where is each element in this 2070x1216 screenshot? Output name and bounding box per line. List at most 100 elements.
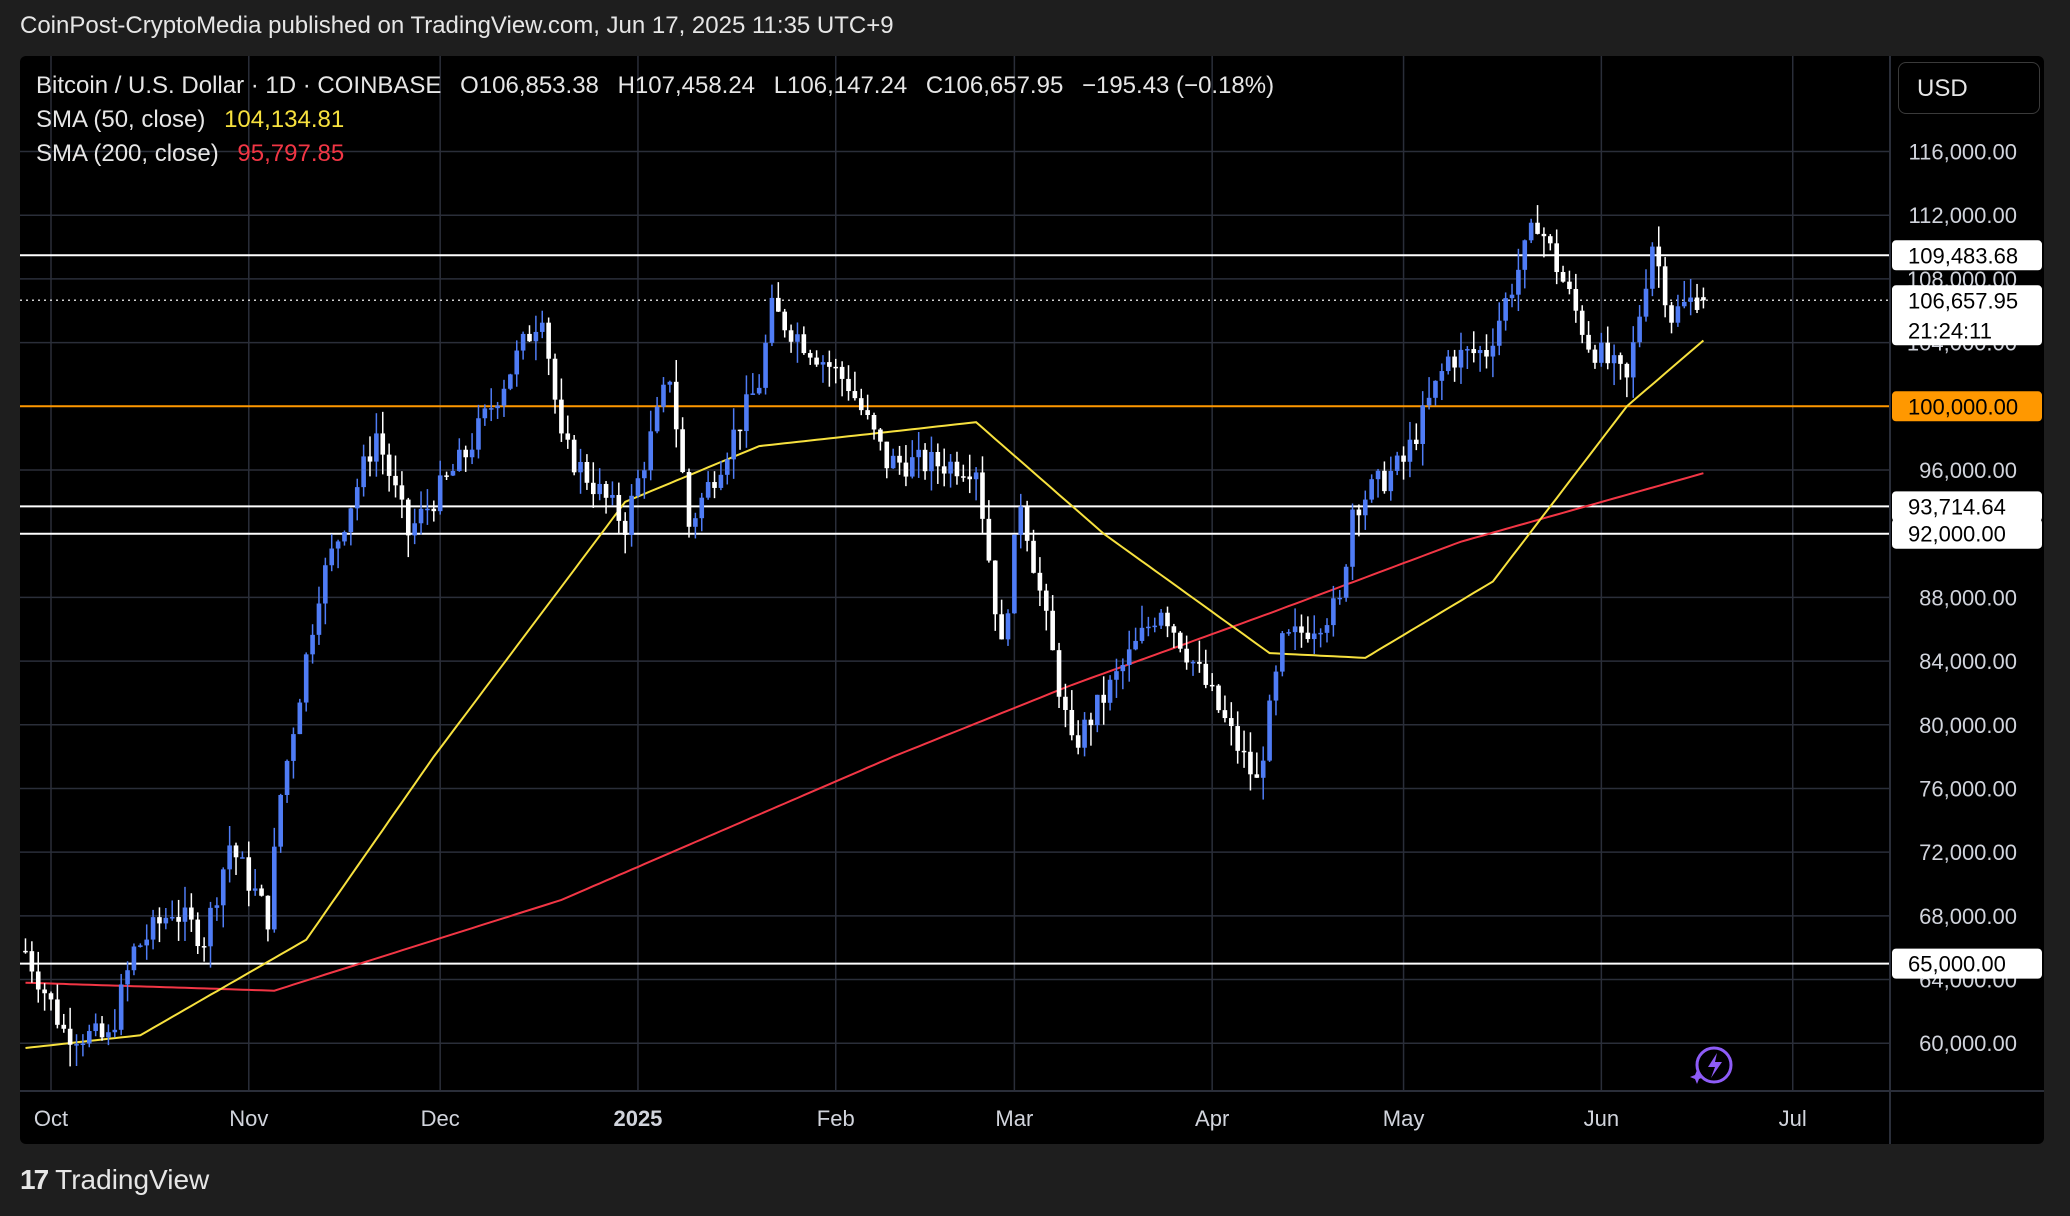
candle-body — [686, 472, 692, 527]
candle-body — [922, 449, 928, 472]
candle-body — [1267, 700, 1272, 761]
candle-body — [1337, 597, 1343, 600]
candle-body — [833, 366, 839, 369]
currency-button[interactable]: USD — [1898, 62, 2040, 114]
candle-body — [35, 971, 41, 990]
candle-body — [1630, 342, 1636, 378]
candle-body — [450, 470, 456, 476]
candle-body — [1567, 281, 1572, 289]
candle-body — [488, 408, 494, 410]
candle-body — [1637, 316, 1642, 343]
candle-body — [444, 475, 449, 477]
candle-body — [992, 560, 998, 615]
candle-body — [622, 520, 628, 535]
chart-panel[interactable]: 116,000.00112,000.00108,000.00104,000.00… — [20, 56, 2044, 1144]
candle-body — [827, 362, 832, 367]
candle-body — [106, 1032, 111, 1038]
candle-body — [323, 565, 328, 604]
candle-body — [846, 378, 851, 392]
candle-body — [635, 478, 641, 496]
candle-body — [1458, 349, 1464, 368]
candle-body — [1611, 355, 1617, 364]
candle-body — [354, 487, 360, 509]
assistant-icon-group[interactable] — [1690, 1046, 1733, 1084]
candle-body — [1024, 506, 1030, 541]
sma50-layer — [25, 339, 1705, 1049]
level-tag-text: 65,000.00 — [1908, 952, 2006, 977]
candle-body — [1394, 455, 1400, 471]
legend-sma50-row[interactable]: SMA (50, close) 104,134.81 — [36, 106, 356, 134]
level-tag-bg — [1892, 391, 2042, 422]
candle-body — [380, 433, 386, 455]
candle-body — [1560, 272, 1566, 282]
candle-body — [1509, 294, 1515, 299]
candle-body — [1209, 684, 1215, 687]
candle-body — [348, 508, 354, 533]
legend-close: C106,657.95 — [925, 72, 1064, 99]
y-tick-label: 88,000.00 — [1919, 585, 2017, 610]
candle-body — [310, 634, 315, 655]
candle-body — [973, 472, 979, 480]
candle-body — [1369, 479, 1374, 500]
candle-body — [661, 384, 666, 407]
candle-body — [699, 497, 705, 519]
candle-body — [1018, 506, 1024, 535]
candle-body — [756, 387, 762, 394]
level-tag-text: 100,000.00 — [1908, 394, 2018, 419]
legend-sma200-row[interactable]: SMA (200, close) 95,797.85 — [36, 140, 356, 168]
candle-body — [1503, 298, 1508, 321]
x-tick-label: Jun — [1584, 1106, 1619, 1131]
x-tick-label: Jul — [1779, 1106, 1807, 1131]
candle-body — [163, 917, 169, 924]
legend-low: L106,147.24 — [773, 72, 908, 99]
candle-body — [1375, 470, 1381, 480]
candle-body — [1414, 439, 1419, 444]
x-tick-label: Mar — [995, 1106, 1033, 1131]
sma200-layer — [25, 472, 1704, 992]
y-tick-label: 96,000.00 — [1919, 458, 2017, 483]
candle-body — [967, 476, 973, 480]
legend-sma50-value: 104,134.81 — [224, 106, 345, 133]
tradingview-logo-text: TradingView — [55, 1164, 210, 1195]
x-tick-label: 2025 — [613, 1106, 662, 1131]
candle-body — [405, 499, 411, 536]
candle-body — [980, 472, 985, 519]
price-chart[interactable]: 116,000.00112,000.00108,000.00104,000.00… — [20, 56, 2044, 1144]
candle-body — [610, 494, 615, 498]
sma50-line — [25, 339, 1705, 1049]
candle-body — [284, 760, 290, 796]
candle-body — [1139, 627, 1145, 641]
candle-body — [1465, 349, 1470, 351]
candle-body — [291, 734, 296, 761]
candle-body — [769, 297, 775, 343]
candle-body — [1579, 310, 1585, 335]
candle-body — [303, 654, 309, 703]
candle-body — [1388, 470, 1394, 492]
level-tag-text: 109,483.68 — [1908, 243, 2018, 268]
legend-high: H107,458.24 — [617, 72, 756, 99]
candle-body — [527, 333, 532, 342]
candle-body — [1082, 719, 1087, 748]
candle-body — [1273, 671, 1279, 701]
candles-layer — [23, 205, 1706, 1067]
candle-body — [603, 483, 609, 498]
candle-body — [910, 457, 915, 477]
horizontal-levels — [20, 254, 1890, 965]
y-tick-label: 68,000.00 — [1919, 904, 2017, 929]
legend-symbol: Bitcoin / U.S. Dollar · 1D · COINBASE — [36, 72, 442, 99]
candle-body — [578, 461, 583, 473]
candle-body — [1401, 455, 1406, 462]
lightning-sparkle-icon[interactable] — [1695, 1046, 1733, 1084]
x-tick-label: Apr — [1195, 1106, 1229, 1131]
candle-body — [214, 905, 220, 908]
candle-body — [584, 461, 590, 483]
candle-body — [1382, 470, 1387, 492]
candle-body — [1407, 439, 1413, 462]
candle-body — [795, 334, 800, 342]
candle-body — [1318, 632, 1323, 635]
tradingview-logo[interactable]: 17 TradingView — [20, 1164, 209, 1196]
candle-body — [1331, 598, 1336, 626]
candle-body — [1299, 626, 1304, 633]
candle-body — [1452, 356, 1457, 368]
candle-body — [801, 334, 807, 354]
